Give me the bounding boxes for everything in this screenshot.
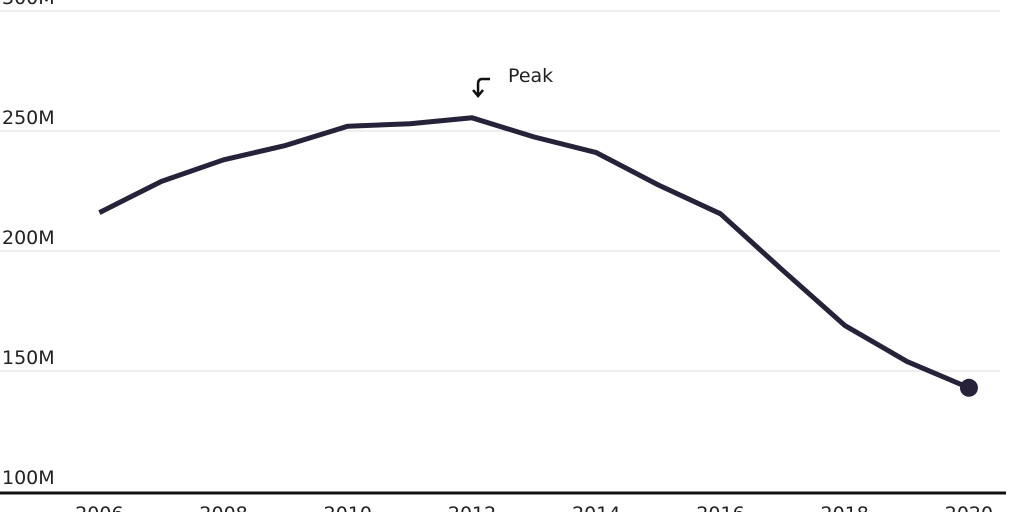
x-tick-label: 2014 <box>572 503 620 512</box>
annotation-arrow <box>472 77 491 98</box>
y-tick-label: 200M <box>2 227 55 249</box>
x-tick-label: 2006 <box>75 503 123 512</box>
annotation: Peak <box>508 65 553 87</box>
x-tick-label: 2016 <box>696 503 744 512</box>
y-tick-label: 100M <box>2 467 55 489</box>
x-tick-label: 2008 <box>199 503 247 512</box>
end-point <box>959 378 978 397</box>
y-tick-label: 250M <box>2 107 55 129</box>
x-tick-label: 2020 <box>945 503 993 512</box>
line <box>98 115 970 391</box>
x-tick-label: 2012 <box>448 503 496 512</box>
y-tick-label: 300M <box>2 0 55 9</box>
x-tick-label: 2018 <box>821 503 869 512</box>
x-tick-label: 2010 <box>324 503 372 512</box>
y-tick-label: 150M <box>2 347 55 369</box>
